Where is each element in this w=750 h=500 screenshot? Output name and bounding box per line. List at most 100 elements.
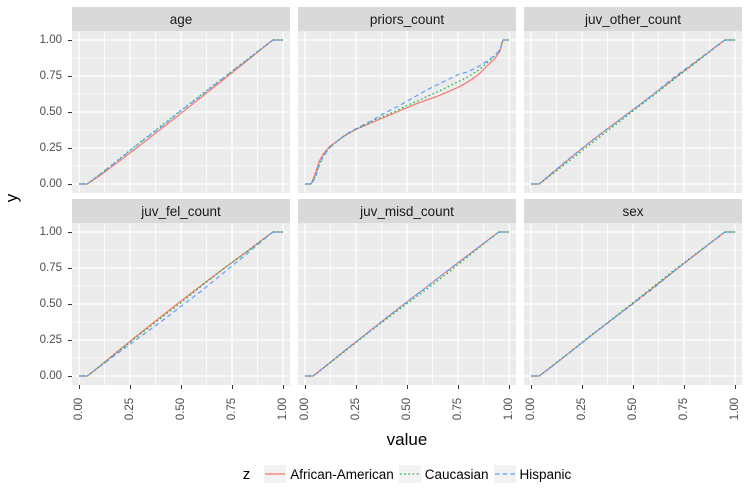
legend-key-swatch — [493, 465, 516, 483]
y-tick-label: 0.25 — [39, 334, 62, 346]
line-hispanic-age — [79, 39, 283, 185]
legend-entry-label: Hispanic — [519, 466, 572, 482]
facet-strip-juv_fel_count: juv_fel_count — [72, 199, 290, 223]
y-tick-mark — [68, 39, 72, 41]
x-tick-label: 0.25 — [576, 397, 588, 421]
line-hispanic-juv_other_count — [531, 39, 735, 185]
legend-line-sample — [399, 473, 420, 475]
facet-plot-sex — [524, 223, 742, 385]
x-tick-mark — [734, 385, 736, 389]
x-tick-label: 0.50 — [401, 397, 413, 421]
facet-plot-juv_other_count — [524, 31, 742, 193]
x-tick-label: 0.00 — [73, 397, 85, 421]
y-axis-title: y — [2, 193, 21, 203]
legend-entry-caucasian: Caucasian — [398, 465, 489, 483]
line-caucasian-priors_count — [305, 39, 509, 185]
y-tick-mark — [68, 183, 72, 185]
y-tick-label: 0.50 — [39, 106, 62, 118]
x-tick-mark — [78, 385, 80, 389]
x-tick-label: 1.00 — [503, 397, 515, 421]
legend-entry-label: African-American — [290, 466, 394, 482]
legend-title: z — [242, 465, 251, 483]
facet-plot-juv_misd_count — [298, 223, 516, 385]
x-tick-label: 0.00 — [299, 397, 311, 421]
y-tick-label: 0.00 — [39, 178, 62, 190]
facet-strip-juv_other_count: juv_other_count — [524, 7, 742, 31]
facet-panel-age — [72, 31, 290, 193]
x-tick-mark — [355, 385, 357, 389]
line-african-american-priors_count — [305, 39, 509, 185]
facet-strip-label: age — [169, 11, 193, 27]
line-hispanic-juv_misd_count — [305, 231, 509, 377]
y-tick-label: 0.25 — [39, 142, 62, 154]
facet-strip-age: age — [72, 7, 290, 31]
facet-panel-juv_other_count — [524, 31, 742, 193]
line-caucasian-sex — [531, 231, 735, 377]
y-tick-mark — [68, 375, 72, 377]
facet-strip-label: juv_other_count — [584, 11, 682, 27]
legend-key-swatch — [264, 465, 287, 483]
x-tick-mark — [282, 385, 284, 389]
y-tick-mark — [68, 267, 72, 269]
legend-entry-label: Caucasian — [424, 466, 489, 482]
legend-entries: African-American Caucasian Hispanic — [259, 465, 571, 483]
facet-strip-juv_misd_count: juv_misd_count — [298, 199, 516, 223]
line-hispanic-priors_count — [305, 39, 509, 185]
x-tick-label: 1.00 — [277, 397, 289, 421]
x-tick-label: 0.50 — [175, 397, 187, 421]
y-tick-label: 1.00 — [39, 34, 62, 46]
line-caucasian-juv_fel_count — [79, 231, 283, 377]
y-tick-mark — [68, 303, 72, 305]
x-tick-label: 0.75 — [226, 397, 238, 421]
y-tick-mark — [68, 75, 72, 77]
x-tick-label: 0.25 — [124, 397, 136, 421]
facet-strip-priors_count: priors_count — [298, 7, 516, 31]
facet-plot-age — [72, 31, 290, 193]
legend-key-swatch — [398, 465, 421, 483]
x-tick-label: 0.25 — [350, 397, 362, 421]
x-tick-mark — [632, 385, 634, 389]
x-axis-title: value — [386, 430, 428, 449]
legend-entry-hispanic: Hispanic — [493, 465, 572, 483]
x-tick-label: 1.00 — [729, 397, 741, 421]
x-tick-label: 0.75 — [452, 397, 464, 421]
line-hispanic-juv_fel_count — [79, 231, 283, 377]
facet-plot-juv_fel_count — [72, 223, 290, 385]
x-tick-label: 0.00 — [525, 397, 537, 421]
y-tick-label: 0.50 — [39, 298, 62, 310]
x-tick-mark — [508, 385, 510, 389]
x-tick-mark — [304, 385, 306, 389]
legend-line-sample — [494, 473, 515, 475]
facet-panel-sex — [524, 223, 742, 385]
line-caucasian-juv_other_count — [531, 39, 735, 185]
x-tick-mark — [129, 385, 131, 389]
facet-strip-sex: sex — [524, 199, 742, 223]
line-caucasian-juv_misd_count — [305, 231, 509, 377]
legend-line-sample — [265, 473, 286, 475]
x-tick-mark — [530, 385, 532, 389]
x-tick-label: 0.75 — [678, 397, 690, 421]
line-hispanic-sex — [531, 231, 735, 377]
x-tick-mark — [581, 385, 583, 389]
x-tick-mark — [231, 385, 233, 389]
y-tick-label: 0.75 — [39, 262, 62, 274]
facet-panel-priors_count — [298, 31, 516, 193]
legend-entry-african-american: African-American — [264, 465, 394, 483]
line-african-american-age — [79, 39, 283, 185]
facet-strip-label: juv_misd_count — [360, 203, 454, 219]
facet-strip-label: juv_fel_count — [141, 203, 221, 219]
facet-plot-priors_count — [298, 31, 516, 193]
x-tick-mark — [180, 385, 182, 389]
y-tick-mark — [68, 339, 72, 341]
facet-strip-label: sex — [622, 203, 644, 219]
facet-strip-label: priors_count — [369, 11, 445, 27]
y-tick-label: 0.75 — [39, 70, 62, 82]
x-tick-mark — [406, 385, 408, 389]
y-tick-mark — [68, 111, 72, 113]
x-tick-mark — [457, 385, 459, 389]
facet-panel-juv_fel_count — [72, 223, 290, 385]
y-tick-mark — [68, 147, 72, 149]
x-tick-mark — [683, 385, 685, 389]
y-tick-label: 0.00 — [39, 370, 62, 382]
